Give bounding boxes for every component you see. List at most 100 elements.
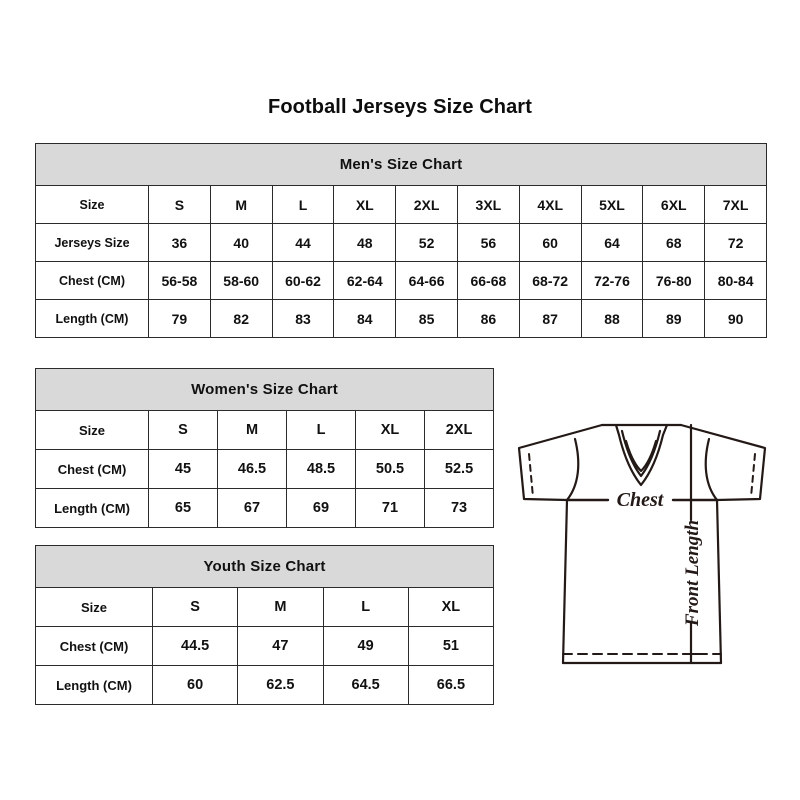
table-cell: M: [209, 185, 273, 224]
table-cell: L: [322, 587, 409, 627]
left-sleeve-outline: [517, 423, 604, 502]
table-row: Size S M L XL 2XL: [35, 410, 495, 450]
table-cell: 62-64: [333, 261, 397, 300]
table-cell: 49: [322, 626, 409, 666]
table-cell: L: [286, 410, 356, 450]
row-header-chest: Chest (CM): [35, 449, 149, 489]
table-cell: 64: [580, 223, 644, 262]
row-header-length: Length (CM): [35, 299, 149, 338]
table-cell: 66.5: [407, 665, 495, 705]
table-cell: 52: [395, 223, 458, 262]
table-cell: 52.5: [423, 449, 495, 489]
table-cell: 79: [148, 299, 211, 338]
row-header-length: Length (CM): [35, 488, 149, 528]
table-cell: 66-68: [456, 261, 520, 300]
table-cell: 46.5: [217, 449, 287, 489]
table-cell: 87: [518, 299, 582, 338]
table-cell: 40: [209, 223, 273, 262]
table-cell: 36: [148, 223, 211, 262]
table-cell: M: [237, 587, 324, 627]
table-cell: S: [148, 410, 218, 450]
mens-size-chart-table: Men's Size Chart Size S M L XL 2XL 3XL 4…: [34, 143, 768, 338]
table-cell: 83: [271, 299, 335, 338]
table-cell: 64-66: [395, 261, 458, 300]
table-caption-row: Men's Size Chart: [34, 143, 768, 186]
table-cell: 44.5: [151, 626, 239, 666]
table-cell: L: [271, 185, 335, 224]
table-caption-row: Women's Size Chart: [34, 368, 495, 411]
womens-table-caption: Women's Size Chart: [34, 368, 495, 411]
collar-inner-line-2: [624, 439, 658, 473]
table-row: Length (CM) 79 82 83 84 85 86 87 88 89 9…: [35, 299, 768, 338]
table-cell: 7XL: [704, 185, 768, 224]
table-cell: 82: [209, 299, 273, 338]
front-length-measurement-label: Front Length: [682, 520, 703, 627]
table-cell: 2XL: [395, 185, 458, 224]
table-cell: 88: [580, 299, 644, 338]
row-header-length: Length (CM): [35, 665, 153, 705]
table-cell: 2XL: [423, 410, 495, 450]
table-cell: 51: [407, 626, 495, 666]
table-row: Chest (CM) 56-58 58-60 60-62 62-64 64-66…: [35, 261, 768, 300]
table-cell: 48: [333, 223, 397, 262]
table-cell: 67: [217, 488, 287, 528]
tshirt-measurement-diagram: Chest Front Length: [505, 405, 785, 690]
table-cell: XL: [333, 185, 397, 224]
table-cell: 6XL: [642, 185, 706, 224]
table-cell: 48.5: [286, 449, 356, 489]
row-header-size: Size: [35, 587, 153, 627]
table-row: Chest (CM) 44.5 47 49 51: [35, 626, 495, 666]
collar-inner-line-1: [620, 429, 662, 478]
left-sleeve-seam: [565, 437, 580, 502]
table-cell: 60: [518, 223, 582, 262]
table-cell: 68: [642, 223, 706, 262]
table-row: Chest (CM) 45 46.5 48.5 50.5 52.5: [35, 449, 495, 489]
table-cell: M: [217, 410, 287, 450]
table-cell: 86: [456, 299, 520, 338]
table-cell: 89: [642, 299, 706, 338]
table-cell: 56-58: [148, 261, 211, 300]
table-row: Length (CM) 60 62.5 64.5 66.5: [35, 665, 495, 705]
right-sleeve-seam: [704, 437, 719, 502]
row-header-size: Size: [35, 410, 149, 450]
row-header-chest: Chest (CM): [35, 626, 153, 666]
youth-size-chart-table: Youth Size Chart Size S M L XL Chest (CM…: [34, 545, 495, 705]
table-cell: 72-76: [580, 261, 644, 300]
table-cell: 56: [456, 223, 520, 262]
youth-table-caption: Youth Size Chart: [34, 545, 495, 588]
chest-measurement-label: Chest: [617, 489, 665, 511]
table-row: Size S M L XL: [35, 587, 495, 627]
left-cuff-dashed-line: [528, 453, 534, 498]
table-cell: 65: [148, 488, 218, 528]
table-cell: 44: [271, 223, 335, 262]
table-cell: 50.5: [355, 449, 425, 489]
table-cell: 4XL: [518, 185, 582, 224]
table-cell: 68-72: [518, 261, 582, 300]
row-header-jerseys-size: Jerseys Size: [35, 223, 149, 262]
table-cell: 73: [423, 488, 495, 528]
table-cell: 5XL: [580, 185, 644, 224]
body-left-side: [561, 498, 569, 665]
table-cell: XL: [407, 587, 495, 627]
table-caption-row: Youth Size Chart: [34, 545, 495, 588]
table-cell: 84: [333, 299, 397, 338]
table-cell: 58-60: [209, 261, 273, 300]
table-cell: 3XL: [456, 185, 520, 224]
table-cell: 64.5: [322, 665, 409, 705]
table-cell: 69: [286, 488, 356, 528]
table-cell: 60-62: [271, 261, 335, 300]
table-cell: 90: [704, 299, 768, 338]
row-header-size: Size: [35, 185, 149, 224]
table-cell: 72: [704, 223, 768, 262]
page-title: Football Jerseys Size Chart: [268, 96, 532, 118]
table-cell: S: [148, 185, 211, 224]
table-cell: S: [151, 587, 239, 627]
table-row: Length (CM) 65 67 69 71 73: [35, 488, 495, 528]
womens-size-chart-table: Women's Size Chart Size S M L XL 2XL Che…: [34, 368, 495, 528]
table-cell: XL: [355, 410, 425, 450]
table-cell: 80-84: [704, 261, 768, 300]
table-cell: 71: [355, 488, 425, 528]
table-cell: 62.5: [237, 665, 324, 705]
row-header-chest: Chest (CM): [35, 261, 149, 300]
table-cell: 47: [237, 626, 324, 666]
